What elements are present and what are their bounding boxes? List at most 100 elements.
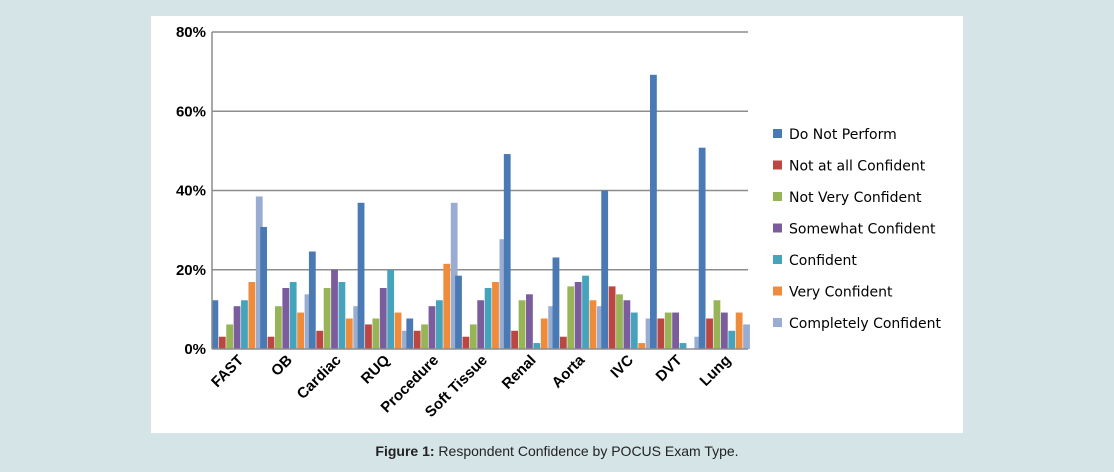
bar [743, 324, 750, 349]
legend-label: Completely Confident [789, 316, 942, 332]
bar [657, 318, 665, 349]
bar [379, 287, 387, 349]
bar [540, 318, 548, 349]
bar [282, 287, 290, 349]
bar [331, 269, 338, 349]
legend-swatch [773, 129, 782, 138]
x-category-label: RUQ [358, 352, 394, 388]
y-tick-label: 40% [176, 183, 206, 200]
bar [492, 282, 499, 349]
chart-panel: 0% 20% 40% 60% 80% FAST OB Cardiac RUQ Procedure… [151, 16, 963, 433]
legend-entry: Confident [773, 253, 857, 269]
bar [698, 147, 706, 349]
bar [596, 306, 604, 349]
bar [406, 318, 414, 349]
gridlines [212, 31, 748, 271]
bar [608, 286, 616, 349]
legend-entry: Not Very Confident [773, 190, 922, 206]
legend-label: Do Not Perform [789, 127, 897, 143]
bar [503, 154, 511, 349]
legend-label: Somewhat Confident [789, 222, 936, 238]
legend-label: Not at all Confident [789, 159, 926, 175]
axes [211, 32, 748, 350]
bar [387, 269, 395, 349]
bar [720, 312, 728, 349]
bar [455, 275, 462, 349]
bar [499, 239, 507, 349]
legend-label: Not Very Confident [789, 190, 922, 206]
bar [623, 300, 631, 349]
bar [526, 294, 533, 349]
bar [582, 275, 589, 349]
y-tick-label: 20% [176, 262, 206, 279]
bar [241, 300, 248, 349]
bar [289, 282, 297, 349]
bar [713, 300, 721, 349]
legend-label: Very Confident [789, 285, 893, 301]
bar [233, 306, 241, 349]
x-category-label: Aorta [549, 351, 589, 391]
x-category-label: Cardiac [294, 352, 345, 403]
y-tick-label: 0% [184, 341, 206, 358]
legend-entry: Somewhat Confident [773, 222, 936, 238]
legend-swatch [773, 192, 782, 201]
x-category-label: IVC [607, 352, 637, 382]
legend-label: Confident [789, 253, 857, 269]
bar [616, 294, 623, 349]
bar [518, 300, 526, 349]
legend-entry: Do Not Perform [773, 127, 897, 143]
bar [601, 190, 609, 349]
bar [218, 336, 226, 349]
bar [297, 312, 304, 349]
legend-entry: Completely Confident [773, 316, 942, 332]
bar [679, 343, 687, 349]
caption-label: Figure 1: [375, 443, 435, 459]
bar [462, 336, 470, 349]
bar [353, 306, 361, 349]
bar [559, 336, 567, 349]
legend-swatch [773, 255, 782, 264]
bar [638, 343, 646, 349]
bar [672, 312, 680, 349]
bar [372, 318, 380, 349]
bar [477, 300, 485, 349]
bar [548, 306, 556, 349]
bar [664, 312, 672, 349]
figure-caption: Figure 1: Respondent Confidence by POCUS… [0, 443, 1114, 459]
bar [323, 287, 331, 349]
bar [650, 74, 657, 350]
bar [533, 343, 541, 349]
bar [338, 282, 346, 349]
bar [706, 318, 713, 349]
legend-swatch [773, 223, 782, 233]
bar [304, 294, 312, 349]
caption-text: Respondent Confidence by POCUS Exam Type… [434, 443, 739, 459]
bar [435, 300, 443, 349]
x-category-label: OB [268, 352, 296, 380]
bar [574, 282, 582, 349]
bar [450, 202, 458, 349]
bar [428, 306, 436, 349]
bar [365, 324, 372, 349]
bar [345, 318, 353, 349]
bar [267, 336, 275, 349]
bar [255, 196, 263, 349]
bar [211, 300, 219, 349]
legend-entry: Very Confident [773, 285, 893, 301]
bar [413, 330, 421, 349]
x-category-label: DVT [653, 352, 686, 385]
bar [735, 312, 743, 349]
bar [443, 263, 451, 349]
bar [694, 336, 702, 349]
y-tick-labels: 0% 20% 40% 60% 80% [176, 24, 206, 358]
x-category-label: Lung [697, 352, 735, 390]
bar [511, 330, 519, 349]
bar [274, 306, 282, 349]
bars [211, 74, 750, 350]
legend-swatch [773, 318, 782, 327]
bar [645, 318, 653, 349]
bar [308, 251, 316, 349]
x-category-label: FAST [208, 352, 247, 391]
